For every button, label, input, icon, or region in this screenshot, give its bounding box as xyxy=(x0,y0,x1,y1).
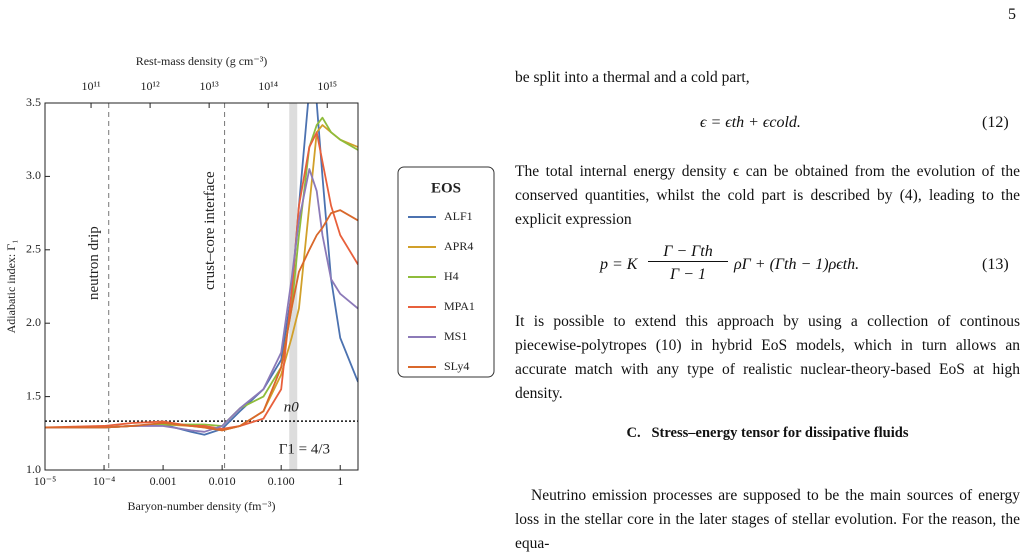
x-tick-label: 1 xyxy=(337,474,343,488)
paragraph: Neutrino emission processes are supposed… xyxy=(515,487,1020,552)
equation-lead: p = K xyxy=(600,256,638,273)
y-tick-label: 3.0 xyxy=(26,168,41,182)
x-tick-label: 0.001 xyxy=(150,474,177,488)
equation-number: (13) xyxy=(982,256,1009,273)
x-tick-label: 0.010 xyxy=(209,474,236,488)
series-line xyxy=(45,209,358,432)
equation-number: (12) xyxy=(982,114,1009,131)
x-tick-label: 0.100 xyxy=(268,474,295,488)
legend-label: MPA1 xyxy=(444,299,475,313)
legend-label: H4 xyxy=(444,269,459,283)
x-axis-label: Baryon-number density (fm⁻³) xyxy=(128,499,276,513)
annotation-label: crust–core interface xyxy=(202,171,218,290)
legend-label: APR4 xyxy=(444,239,473,253)
legend-box xyxy=(397,166,495,378)
x2-tick-label: 10¹² xyxy=(140,79,160,93)
y-tick-label: 1.0 xyxy=(26,462,41,476)
series-line xyxy=(45,131,358,430)
x-tick-label: 10⁻⁵ xyxy=(34,474,57,488)
y-tick-label: 2.0 xyxy=(26,315,41,329)
chart: n0 neutron drip crust–core interface Γ1 = 4… xyxy=(4,54,495,513)
plot-frame xyxy=(44,102,359,471)
legend-label: SLy4 xyxy=(444,359,469,373)
equation-denominator: Γ − 1 xyxy=(670,266,706,283)
section-heading: C. Stress–energy tensor for dissipative … xyxy=(626,425,909,441)
y-axis-label: Adiabatic index: Γ₁ xyxy=(4,240,18,334)
equation: ϵ = ϵth + ϵcold. xyxy=(700,114,801,131)
x2-tick-label: 10¹⁵ xyxy=(317,79,337,93)
y-tick-label: 3.5 xyxy=(26,95,41,109)
legend-label: MS1 xyxy=(444,329,467,343)
x2-tick-label: 10¹³ xyxy=(200,79,220,93)
x2-tick-label: 10¹¹ xyxy=(81,79,101,93)
paragraph: The total internal energy density ϵ can … xyxy=(515,163,1020,228)
x-tick-label: 10⁻⁴ xyxy=(93,474,116,488)
x2-axis-label: Rest-mass density (g cm⁻³) xyxy=(136,54,268,68)
reference-label: Γ1 = 4/3 xyxy=(279,441,330,457)
paragraph: be split into a thermal and a cold part, xyxy=(515,69,750,86)
annotation-label: neutron drip xyxy=(86,226,102,300)
equation-tail: ρΓ + (Γth − 1)ρϵth. xyxy=(734,256,860,273)
legend-label: ALF1 xyxy=(444,209,473,223)
x2-tick-label: 10¹⁴ xyxy=(258,79,278,93)
page-number: 5 xyxy=(1008,6,1016,23)
page: 5 n0 neutron drip crust–core interface Γ1 =… xyxy=(3,6,1020,552)
band-label: n0 xyxy=(284,399,300,415)
series-line xyxy=(45,116,358,429)
y-tick-label: 2.5 xyxy=(26,242,41,256)
equation-numerator: Γ − Γth xyxy=(648,243,728,262)
paragraph: It is possible to extend this approach b… xyxy=(515,313,1020,402)
legend-title: EOS xyxy=(431,180,461,196)
series-line xyxy=(45,168,358,433)
y-tick-label: 1.5 xyxy=(26,388,41,402)
